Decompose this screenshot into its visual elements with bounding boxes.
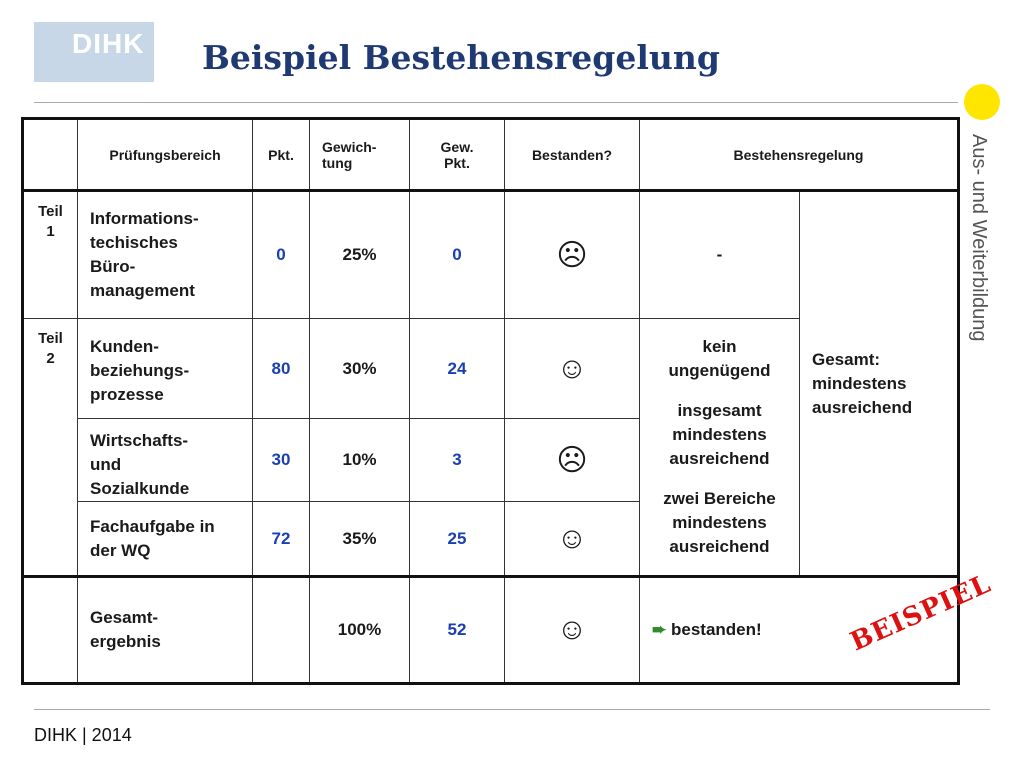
rule-teil2-line: mindestens [672,513,767,532]
happy-face-icon: ☺ [504,318,640,419]
yellow-dot-icon [964,84,1000,120]
rule-gesamt-cell: Gesamt: mindestens ausreichend [799,189,959,577]
rule-teil2-spacer [640,383,799,399]
header-divider [34,102,958,103]
pkt-value: 30 [252,418,310,502]
area-cell: Wirtschafts- und Sozialkunde [77,418,253,502]
rule-teil1: - [639,189,800,319]
total-area-text: Gesamt- ergebnis [90,608,161,651]
sad-face-icon: ☹ [504,189,640,319]
teil-label: Teil 1 [22,189,78,319]
gewichtung-value: 10% [309,418,410,502]
col-header-pkt: Pkt. [252,118,310,191]
total-result-text: bestanden! [670,620,762,639]
page-title: Beispiel Bestehensregelung [202,38,720,77]
table-row: Wirtschafts- und Sozialkunde 30 10% 3 ☹ [23,418,959,502]
rule-teil2-cell: kein ungenügend insgesamt mindestens aus… [639,318,800,577]
col-header-pruefungsbereich: Prüfungsbereich [77,118,253,191]
rule-teil2-line: zwei Bereiche [663,489,776,508]
footer-divider [34,709,990,710]
logo-text: DIHK [72,28,145,59]
area-text: Kunden- beziehungs- prozesse [90,337,190,404]
teil-1-text: Teil 1 [38,203,63,240]
area-text: Informations- techisches Büro- managemen… [90,209,199,300]
gewichtung-value: 25% [309,189,410,319]
happy-face-icon: ☺ [504,501,640,577]
rule-teil2-line: mindestens [672,425,767,444]
total-pkt-value [252,575,310,684]
area-cell: Informations- techisches Büro- managemen… [77,189,253,319]
total-row: Gesamt- ergebnis 100% 52 ☺ ➨ bestanden! [22,575,959,684]
col-header-gewichtung: Gewich- tung [309,118,410,191]
col-header-bestehensregelung: Bestehensregelung [639,118,959,191]
pkt-value: 80 [252,318,310,419]
table-row: Teil 2 Kunden- beziehungs- prozesse 80 3… [22,318,959,577]
rule-teil2-line: ausreichend [669,449,770,468]
rule-gesamt-line: mindestens [812,373,907,393]
rule-teil2-spacer [640,471,799,487]
gewichtung-value: 35% [309,501,410,577]
dihk-logo [34,22,154,82]
table-row: Fachaufgabe in der WQ 72 35% 25 ☺ [23,501,959,577]
exam-table: Prüfungsbereich Pkt. Gewich- tung Gew. P… [21,117,960,685]
gew-pkt-value: 25 [409,501,505,577]
rule-gesamt-line: Gesamt: [812,349,881,369]
col-header-bestanden: Bestanden? [504,118,640,191]
rule-teil2-line: kein [702,337,737,356]
gew-pkt-value: 3 [409,418,505,502]
area-text: Fachaufgabe in der WQ [90,516,215,560]
rule-teil2-line: ausreichend [669,537,770,556]
total-gew-pkt-value: 52 [409,575,505,684]
teil-2-text: Teil 2 [38,330,63,367]
total-cell-empty [22,575,78,684]
table-row: Teil 1 Informations- techisches Büro- ma… [22,189,959,577]
rule-teil2-line: insgesamt [677,401,762,420]
area-cell: Kunden- beziehungs- prozesse [77,318,253,419]
area-cell: Fachaufgabe in der WQ [77,501,253,577]
gew-pkt-value: 0 [409,189,505,319]
rule-gesamt-line: ausreichend [812,397,913,417]
gewichtung-value: 30% [309,318,410,419]
side-label: Aus- und Weiterbildung [968,134,990,342]
sad-face-icon: ☹ [504,418,640,502]
happy-face-icon: ☺ [504,575,640,684]
col-header-gew-pkt-text: Gew. Pkt. [440,138,474,171]
total-gewichtung-value: 100% [309,575,410,684]
pkt-value: 0 [252,189,310,319]
area-text: Wirtschafts- und Sozialkunde [90,431,190,498]
total-result-cell: ➨ bestanden! [639,575,959,684]
footer-text: DIHK | 2014 [34,725,132,745]
total-area-cell: Gesamt- ergebnis [77,575,253,684]
teil-label: Teil 2 [22,318,78,577]
pkt-value: 72 [252,501,310,577]
header-cell-empty [22,118,78,191]
header-row: Prüfungsbereich Pkt. Gewich- tung Gew. P… [22,118,959,191]
col-header-gewichtung-text: Gewich- tung [322,138,377,171]
col-header-gew-pkt: Gew. Pkt. [409,118,505,191]
right-arrow-icon: ➨ [652,620,667,639]
gew-pkt-value: 24 [409,318,505,419]
rule-teil2-line: ungenügend [668,361,771,380]
